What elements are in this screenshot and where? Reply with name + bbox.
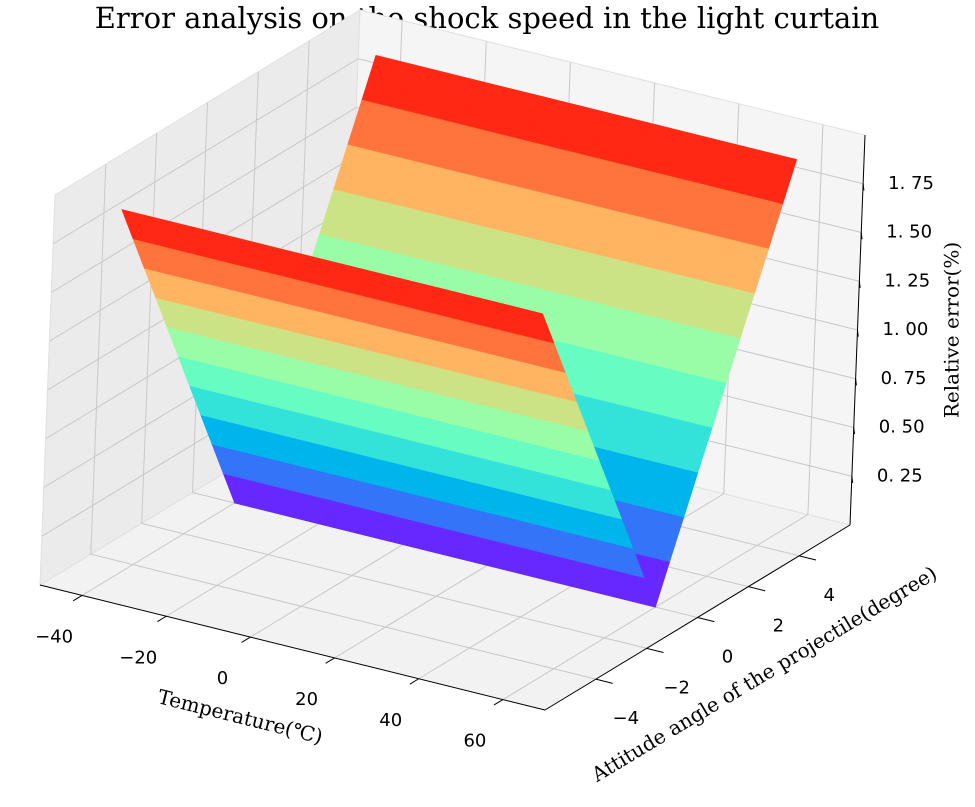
axis-line (39, 584, 546, 711)
grid-line (90, 553, 596, 680)
z-tick (857, 329, 859, 337)
x-tick (409, 678, 420, 685)
x-tick-label: 60 (463, 731, 486, 752)
x-tick-label: −40 (35, 626, 73, 647)
y-tick-label: 4 (823, 585, 834, 606)
z-tick (855, 378, 857, 386)
z-tick-label: 1. 00 (883, 319, 929, 340)
y-tick-label: −2 (663, 677, 690, 698)
z-tick (862, 183, 865, 191)
z-tick-label: 0. 75 (881, 368, 927, 389)
x-tick-label: −20 (119, 647, 157, 668)
y-tick (595, 678, 613, 684)
x-tick-label: 20 (295, 689, 318, 710)
grid-line (141, 522, 647, 649)
y-tick-label: 2 (773, 616, 784, 637)
z-tick (858, 281, 861, 289)
x-tick-label: 40 (379, 710, 402, 731)
chart-title: Error analysis on the shock speed in the… (95, 1, 880, 35)
y-tick-label: 0 (722, 647, 733, 668)
z-tick (851, 476, 854, 484)
x-tick-label: 0 (217, 668, 228, 689)
x-tick (241, 636, 251, 643)
x-tick (493, 699, 504, 706)
z-tick-label: 0. 50 (879, 417, 925, 438)
z-tick-label: 1. 50 (886, 222, 932, 243)
y-tick-label: −4 (613, 708, 640, 729)
z-tick-label: 1. 75 (888, 173, 934, 194)
x-tick (72, 594, 83, 602)
y-tick (646, 647, 664, 653)
z-axis-label: Relative error(%) (940, 242, 964, 418)
x-tick (325, 657, 335, 664)
y-tick (799, 555, 817, 561)
y-tick (748, 586, 766, 592)
y-tick (697, 617, 715, 623)
surface-cell (457, 292, 555, 344)
grid-line (52, 58, 359, 245)
grid-line (50, 107, 357, 293)
z-tick-label: 0. 25 (877, 465, 923, 486)
z-tick (853, 427, 856, 435)
z-tick (860, 232, 863, 240)
z-tick-label: 1. 25 (884, 270, 930, 291)
x-tick (157, 615, 167, 623)
